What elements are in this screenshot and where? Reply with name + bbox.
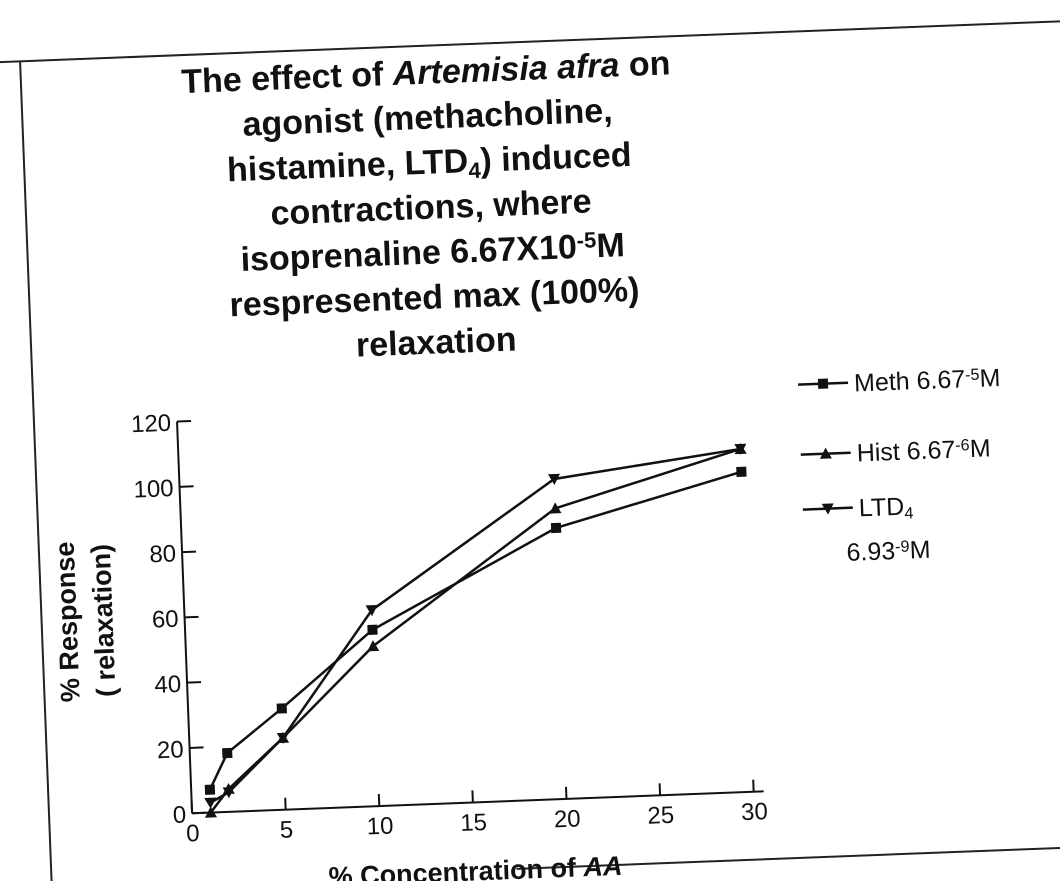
text-segment: Artemisia afra xyxy=(391,46,620,93)
page-border xyxy=(19,61,55,881)
chart-title: agonist (methacholine, xyxy=(242,92,613,144)
x-tick-label: 0 xyxy=(186,820,200,847)
y-axis-label: % Response xyxy=(50,541,86,703)
text-segment: 4 xyxy=(904,504,914,522)
text-segment: -5 xyxy=(576,227,597,253)
chart-title: respresented max (100%) xyxy=(229,271,640,325)
y-tick xyxy=(189,746,204,749)
y-tick-label: 20 xyxy=(156,736,184,764)
y-tick-label: 100 xyxy=(133,475,174,504)
text-segment: contractions, where xyxy=(270,182,592,232)
text-segment: on xyxy=(619,44,671,84)
y-tick xyxy=(187,681,202,684)
text-segment: Hist 6.67 xyxy=(856,436,956,468)
marker xyxy=(204,806,217,818)
marker xyxy=(819,447,832,459)
text-segment: -6 xyxy=(955,436,970,455)
text-segment: M xyxy=(596,226,626,265)
y-axis-label: ( relaxation) xyxy=(86,543,122,697)
chart-title: contractions, where xyxy=(270,182,592,232)
chart-title: relaxation xyxy=(355,320,517,364)
y-tick-label: 0 xyxy=(172,801,186,828)
y-tick xyxy=(192,811,207,815)
y-tick xyxy=(179,485,194,488)
x-tick-label: 25 xyxy=(647,802,675,830)
page-border xyxy=(516,845,1060,870)
marker xyxy=(821,503,834,515)
x-tick-label: 30 xyxy=(741,798,769,826)
text-segment: M xyxy=(969,434,991,463)
marker xyxy=(204,784,216,795)
text-segment: -9 xyxy=(895,537,910,556)
text-segment: AA xyxy=(582,851,623,881)
marker xyxy=(276,732,289,744)
marker xyxy=(550,522,562,534)
text-segment: relaxation xyxy=(355,320,517,364)
page-border xyxy=(0,20,1060,65)
text-segment: Meth 6.67 xyxy=(854,365,966,397)
text-segment: M xyxy=(909,536,931,565)
text-segment: M xyxy=(979,364,1001,393)
marker xyxy=(817,378,829,389)
x-tick-label: 5 xyxy=(279,816,293,843)
legend-label: LTD4 xyxy=(858,492,914,524)
marker xyxy=(367,624,378,635)
x-tick-label: 15 xyxy=(460,809,488,837)
x-tick-label: 10 xyxy=(366,813,394,841)
chart-title: isoprenaline 6.67X10-5M xyxy=(240,226,626,279)
marker xyxy=(549,502,562,514)
x-axis-label: % Concentration of AA xyxy=(328,851,623,881)
marker xyxy=(276,703,287,714)
text-segment: histamine, LTD xyxy=(226,142,468,189)
text-segment: ) induced xyxy=(480,136,632,180)
x-axis xyxy=(192,790,764,815)
text-segment: -5 xyxy=(965,366,980,385)
y-tick xyxy=(182,550,197,554)
y-tick xyxy=(184,615,199,619)
text-segment: agonist (methacholine, xyxy=(242,92,613,144)
marker xyxy=(222,786,235,799)
marker xyxy=(367,640,380,652)
y-tick-label: 120 xyxy=(131,410,172,439)
text-segment: isoprenaline 6.67X10 xyxy=(240,228,578,279)
text-segment: The effect of xyxy=(181,55,394,101)
series-line xyxy=(208,470,742,791)
text-segment: 4 xyxy=(468,157,482,182)
y-tick xyxy=(176,419,192,423)
x-tick-label: 20 xyxy=(553,805,581,833)
series-line xyxy=(209,447,741,804)
chart-title: histamine, LTD4) induced xyxy=(226,136,632,192)
marker xyxy=(736,466,747,477)
marker xyxy=(365,604,378,617)
marker xyxy=(547,473,560,485)
chart-title: The effect of Artemisia afra on xyxy=(181,44,671,101)
legend-label: 6.93-9M xyxy=(846,536,931,567)
y-tick-label: 40 xyxy=(154,671,182,699)
text-segment: LTD xyxy=(858,493,904,523)
text-segment: respresented max (100%) xyxy=(229,271,640,325)
series-line xyxy=(209,447,741,814)
marker xyxy=(734,443,747,455)
marker xyxy=(222,747,233,759)
y-tick-label: 60 xyxy=(151,606,179,634)
text-segment: % Concentration of xyxy=(328,852,584,881)
y-tick-label: 80 xyxy=(149,540,177,568)
text-segment: 6.93 xyxy=(846,537,896,567)
marker xyxy=(204,797,217,809)
legend-label: Hist 6.67-6M xyxy=(856,434,991,467)
legend-label: Meth 6.67-5M xyxy=(854,364,1001,398)
